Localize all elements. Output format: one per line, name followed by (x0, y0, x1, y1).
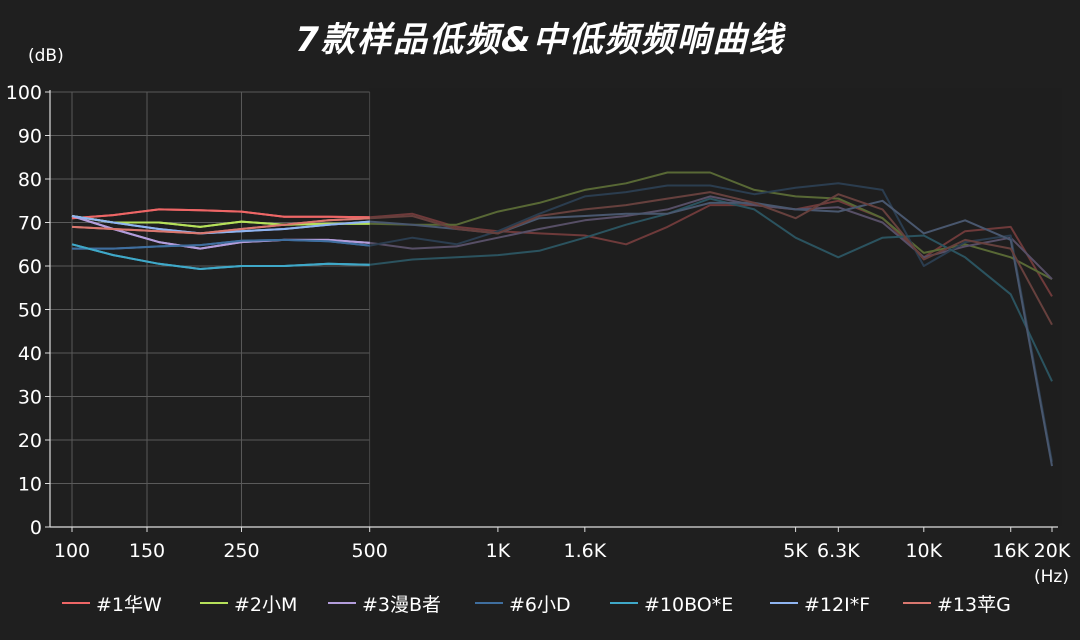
legend-label: #2小M (234, 594, 297, 616)
legend-label: #1华W (96, 594, 162, 616)
series-line-highlighted (71, 215, 370, 235)
series-line-highlighted (71, 215, 370, 228)
series-line-highlighted (71, 217, 370, 235)
y-tick-label: 30 (18, 387, 42, 409)
x-tick-label: 10K (905, 540, 942, 562)
y-tick-label: 70 (18, 213, 42, 235)
y-tick-label: 10 (18, 474, 42, 496)
x-tick-label: 1.6K (563, 540, 606, 562)
y-tick-label: 90 (18, 126, 42, 148)
dim-rect (369, 88, 1062, 526)
y-tick-label: 80 (18, 169, 42, 191)
x-tick-label: 16K (992, 540, 1029, 562)
y-tick-label: 100 (6, 82, 42, 104)
series-lines-highlighted (71, 208, 370, 270)
x-tick-label: 5K (783, 540, 808, 562)
legend: #1华W #2小M #3漫B者 #6小D #10BO*E #12I*F #13苹G (62, 594, 1011, 616)
legend-label: #12I*F (804, 594, 870, 616)
legend-label: #10BO*E (644, 594, 733, 616)
axes (49, 90, 1058, 528)
x-tick-label: 150 (129, 540, 165, 562)
y-tick-label: 60 (18, 256, 42, 278)
y-axis-unit: (dB) (28, 46, 64, 66)
x-tick-label: 1K (486, 540, 511, 562)
series-line-highlighted (71, 215, 370, 250)
y-axis-ticks: 0 10 20 30 40 50 60 70 80 90 100 (6, 82, 50, 539)
x-tick-label: 20K (1034, 540, 1071, 562)
series-line-highlighted (72, 238, 370, 250)
x-tick-label: 6.3K (817, 540, 860, 562)
y-tick-label: 50 (18, 300, 42, 322)
x-axis-ticks: 100 150 250 500 1K 1.6K 5K 6.3K 10K 16K 20K (54, 527, 1071, 562)
legend-label: #3漫B者 (362, 594, 441, 616)
grid-lines (50, 91, 371, 528)
outside-range-dim (369, 88, 1062, 526)
y-tick-label: 20 (18, 430, 42, 452)
legend-label: #6小D (509, 594, 571, 616)
x-axis-unit: (Hz) (1034, 567, 1069, 587)
y-tick-label: 0 (30, 517, 42, 539)
chart-title: 7款样品低频&中低频频响曲线 (295, 20, 785, 60)
y-tick-label: 40 (18, 343, 42, 365)
x-tick-label: 500 (352, 540, 388, 562)
x-tick-label: 100 (54, 540, 90, 562)
x-tick-label: 250 (223, 540, 259, 562)
legend-label: #13苹G (937, 594, 1011, 616)
series-line-highlighted (71, 208, 370, 220)
series-line-highlighted (71, 243, 370, 270)
